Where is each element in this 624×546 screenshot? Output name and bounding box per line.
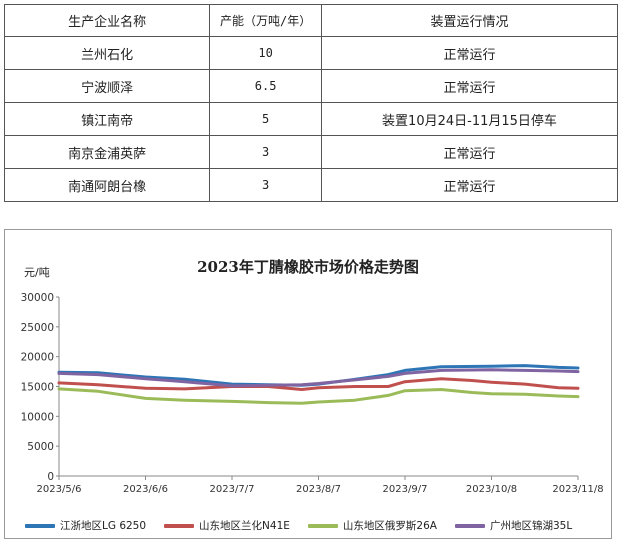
- cell-capacity: 6.5: [209, 69, 322, 103]
- y-tick-label: 25000: [21, 322, 54, 334]
- table-row: 宁波顺泽 6.5 正常运行: [3, 69, 619, 103]
- series-line-3: [57, 387, 580, 405]
- header-status: 装置运行情况: [320, 4, 619, 37]
- y-tick-label: 10000: [21, 411, 54, 423]
- cell-capacity: 10: [209, 36, 322, 70]
- series-line-2: [57, 377, 580, 391]
- y-tick-label: 5000: [27, 441, 54, 453]
- y-tick-label: 20000: [21, 352, 54, 364]
- legend-label: 山东地区俄罗斯26A: [342, 520, 437, 532]
- chart-legend: 江浙地区LG 6250 山东地区兰化N41E 山东地区俄罗斯26A 广州地区锦湖35L: [25, 518, 572, 533]
- legend-label: 江浙地区LG 6250: [60, 520, 147, 532]
- cell-capacity: 3: [209, 168, 322, 202]
- price-chart: 2023年丁腈橡胶市场价格走势图 元/吨 0 5000 10000 15000 2000…: [4, 229, 612, 539]
- cell-capacity: 5: [209, 102, 322, 136]
- legend-item: 广州地区锦湖35L: [454, 518, 573, 533]
- cell-company: 兰州石化: [3, 36, 211, 70]
- header-capacity: 产能（万吨/年）: [209, 4, 322, 37]
- series-line-4: [57, 368, 580, 388]
- chart-title: 2023年丁腈橡胶市场价格走势图: [197, 258, 419, 276]
- x-tick-label: 2023/7/7: [210, 484, 255, 495]
- x-tick-label: 2023/11/8: [552, 484, 603, 495]
- table-row: 南京金浦英萨 3 正常运行: [3, 135, 619, 169]
- cell-company: 南京金浦英萨: [3, 135, 211, 169]
- x-tick-label: 2023/8/7: [296, 484, 341, 495]
- legend-swatch: [164, 523, 195, 528]
- y-tick-label: 30000: [21, 292, 54, 304]
- legend-item: 江浙地区LG 6250: [25, 518, 146, 533]
- legend-swatch: [454, 523, 485, 528]
- x-tick-label: 2023/6/6: [123, 484, 168, 495]
- chart-plot-area: 0 5000 10000 15000 20000 25000 30000 2023/5/6 20…: [21, 292, 604, 495]
- legend-label: 广州地区锦湖35L: [489, 520, 573, 532]
- cell-status: 装置10月24日-11月15日停车: [320, 102, 619, 136]
- legend-swatch: [307, 523, 338, 528]
- cell-company: 镇江南帝: [3, 102, 211, 136]
- cell-status: 正常运行: [320, 135, 619, 169]
- legend-item: 山东地区俄罗斯26A: [307, 518, 437, 533]
- cell-status: 正常运行: [320, 36, 619, 70]
- table-row: 兰州石化 10 正常运行: [3, 36, 619, 70]
- legend-item: 山东地区兰化N41E: [164, 518, 290, 533]
- cell-company: 宁波顺泽: [3, 69, 211, 103]
- y-tick-label: 0: [47, 471, 54, 483]
- table-row: 镇江南帝 5 装置10月24日-11月15日停车: [3, 102, 619, 136]
- y-axis-label: 元/吨: [24, 266, 50, 279]
- cell-status: 正常运行: [320, 168, 619, 202]
- cell-capacity: 3: [209, 135, 322, 169]
- x-tick-label: 2023/10/8: [466, 484, 517, 495]
- x-tick-label: 2023/5/6: [37, 484, 82, 495]
- cell-status: 正常运行: [320, 69, 619, 103]
- legend-swatch: [25, 523, 55, 528]
- y-tick-label: 15000: [21, 382, 54, 394]
- capacity-table: 生产企业名称 产能（万吨/年） 装置运行情况 兰州石化 10 正常运行 宁波顺泽…: [3, 4, 619, 202]
- header-company: 生产企业名称: [3, 4, 211, 37]
- legend-label: 山东地区兰化N41E: [199, 520, 290, 532]
- cell-company: 南通阿朗台橡: [3, 168, 211, 202]
- x-tick-label: 2023/9/7: [383, 484, 428, 495]
- table-header-row: 生产企业名称 产能（万吨/年） 装置运行情况: [3, 4, 619, 37]
- table-row: 南通阿朗台橡 3 正常运行: [3, 168, 619, 202]
